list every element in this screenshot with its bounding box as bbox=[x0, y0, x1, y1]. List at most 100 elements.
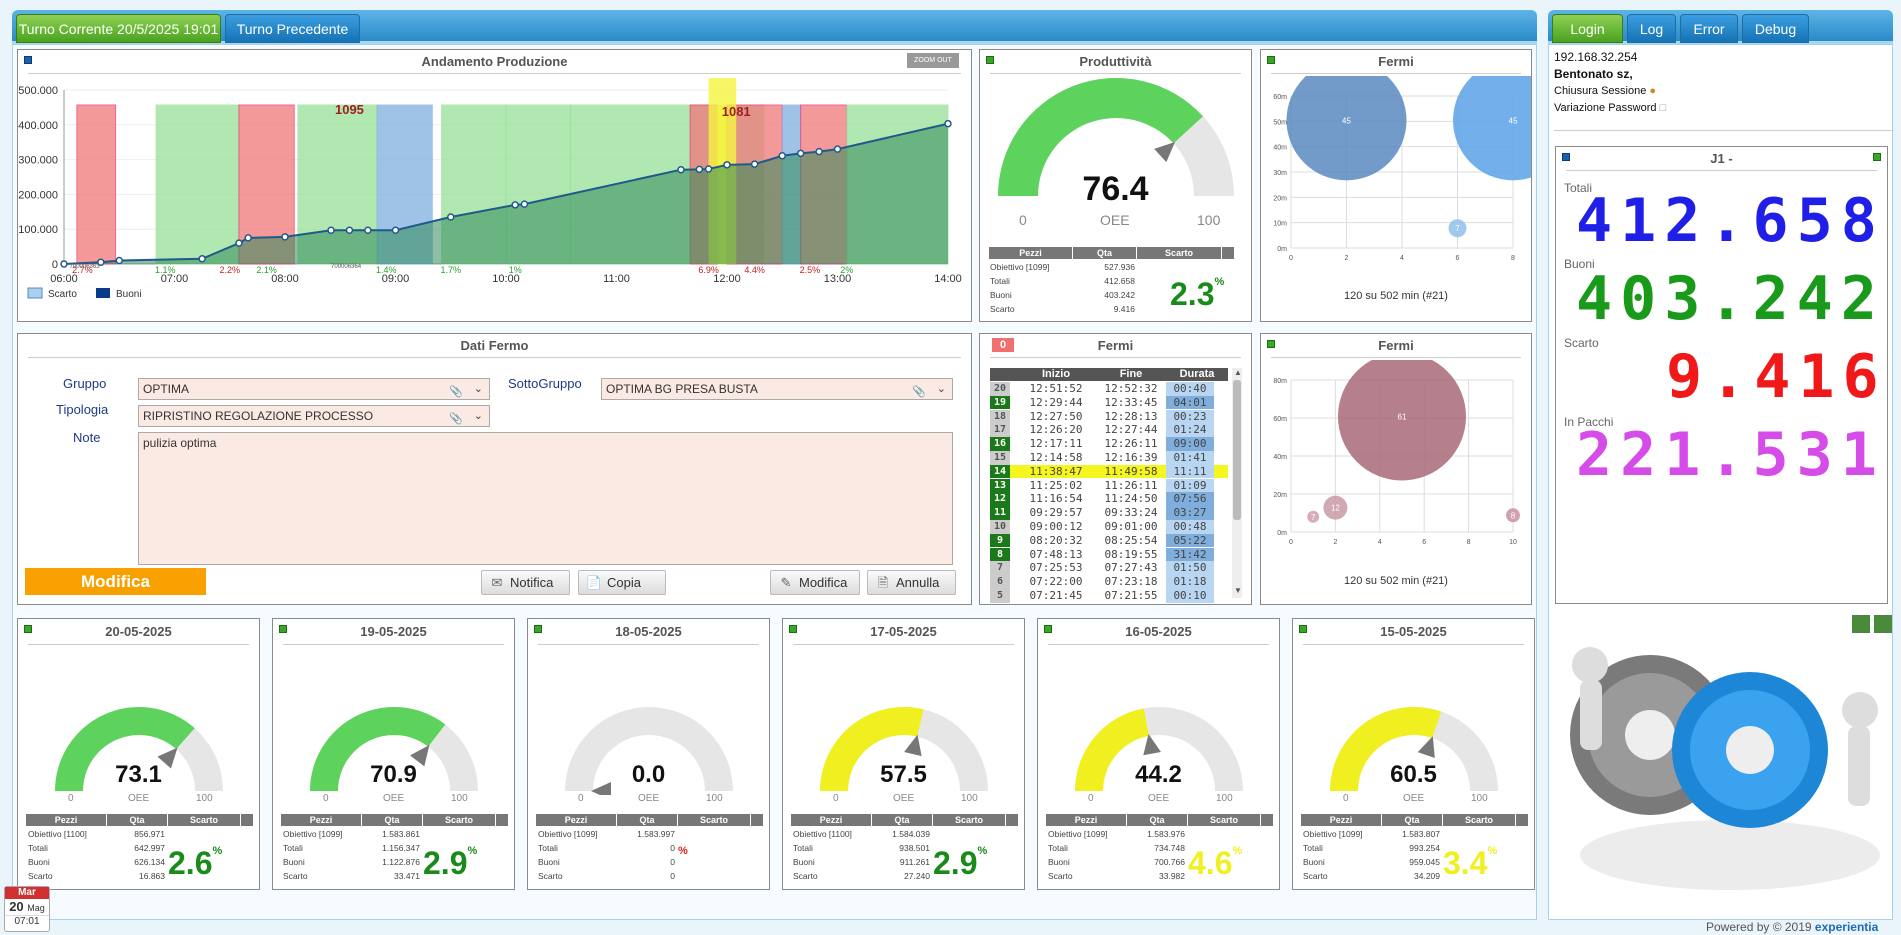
row-start: 12:51:52 bbox=[1029, 382, 1083, 395]
y-tick-label: 0m bbox=[1277, 246, 1287, 253]
tab-debug[interactable]: Debug bbox=[1742, 14, 1809, 43]
tab-login[interactable]: Login bbox=[1552, 14, 1623, 43]
tab-log[interactable]: Log bbox=[1627, 14, 1676, 43]
row-number: 5 bbox=[990, 589, 1010, 603]
row-label: Scarto bbox=[1048, 871, 1073, 881]
change-password-label: Variazione Password bbox=[1554, 102, 1657, 114]
dati-fermo-title: Dati Fermo bbox=[28, 336, 961, 358]
fermi-table-body: 20 12:51:52 12:52:32 00:40 19 12:29:44 12:33:4… bbox=[990, 382, 1228, 604]
table-row[interactable]: 5 07:21:45 07:21:55 00:10 bbox=[990, 589, 1228, 603]
row-start: 12:26:20 bbox=[1029, 423, 1083, 437]
y-tick-label: 40m bbox=[1273, 454, 1287, 461]
notifica-button[interactable]: ✉ Notifica bbox=[481, 570, 570, 595]
row-value: 34.209 bbox=[1414, 871, 1440, 881]
tab-turno-precedente[interactable]: Turno Precedente bbox=[225, 14, 360, 43]
gauge-min: 0 bbox=[68, 793, 74, 804]
row-start: 07:22:00 bbox=[1029, 575, 1083, 589]
y-tick-label: 100.000 bbox=[18, 224, 58, 236]
annulla-button[interactable]: 🗎 Annulla bbox=[867, 570, 956, 595]
daily-date: 16-05-2025 bbox=[1048, 621, 1269, 645]
x-tick-label: 4 bbox=[1378, 539, 1382, 546]
table-row[interactable]: 13 11:25:02 11:26:11 01:09 bbox=[990, 478, 1228, 493]
table-row[interactable]: 12 11:16:54 11:24:50 07:56 bbox=[990, 492, 1228, 506]
status-led bbox=[1267, 340, 1275, 348]
table-row[interactable]: 9 08:20:32 08:25:54 05:22 bbox=[990, 533, 1228, 548]
col-pezzi: Pezzi bbox=[281, 814, 361, 826]
stop-band bbox=[76, 104, 117, 265]
row-number: 7 bbox=[990, 561, 1010, 575]
copia-button[interactable]: 📄 Copia bbox=[578, 570, 666, 595]
gauge-min: 0 bbox=[1088, 793, 1094, 804]
table-row[interactable]: 10 09:00:12 09:01:00 00:48 bbox=[990, 520, 1228, 534]
gauge-fill bbox=[1075, 708, 1149, 791]
data-point bbox=[198, 255, 206, 263]
data-point bbox=[815, 147, 823, 156]
status-led bbox=[534, 625, 542, 633]
annotation-label: 1095 bbox=[335, 102, 364, 117]
table-row[interactable]: 15 12:14:58 12:16:39 01:41 bbox=[990, 451, 1228, 465]
row-duration: 01:41 bbox=[1166, 451, 1214, 465]
modifica-main-button[interactable]: Modifica bbox=[25, 568, 206, 595]
scrollbar-thumb[interactable] bbox=[1233, 380, 1241, 520]
gruppo-label: Gruppo bbox=[63, 376, 107, 391]
scroll-up-icon[interactable]: ▲ bbox=[1234, 368, 1242, 377]
y-tick-label: 500.000 bbox=[18, 85, 58, 97]
note-textarea[interactable]: pulizia optima bbox=[138, 432, 953, 565]
row-duration: 01:50 bbox=[1166, 561, 1214, 575]
tag-icon: 📎 bbox=[449, 413, 463, 425]
gauge-label: OEE bbox=[1100, 212, 1130, 228]
status-led bbox=[1873, 153, 1881, 161]
row-value: 0 bbox=[670, 843, 675, 853]
x-tick-label: 13:00 bbox=[824, 273, 852, 285]
zoom-out-button[interactable]: ZOOM OUT bbox=[907, 53, 959, 68]
legend-buoni-swatch bbox=[96, 288, 110, 298]
scrollbar[interactable]: ▲ ▼ bbox=[1232, 368, 1242, 598]
table-row[interactable]: 14 11:38:47 11:49:58 11:11 bbox=[990, 464, 1228, 479]
bubble-label: 2 bbox=[1428, 239, 1433, 248]
panel-toggle-1[interactable] bbox=[1852, 615, 1870, 633]
row-start: 12:29:44 bbox=[1029, 395, 1083, 409]
tab-turno-corrente[interactable]: Turno Corrente 20/5/2025 19:01 T2 bbox=[16, 14, 221, 65]
row-value: 734.748 bbox=[1154, 843, 1185, 853]
change-password-link[interactable]: Variazione Password □ bbox=[1554, 102, 1666, 114]
row-start: 11:25:02 bbox=[1029, 478, 1083, 492]
footer-credit: Powered by © 2019 experientia bbox=[1706, 920, 1878, 934]
row-end: 12:27:44 bbox=[1104, 423, 1158, 437]
footer-text: Powered by © 2019 bbox=[1706, 920, 1812, 934]
table-row[interactable]: 6 07:22:00 07:23:18 01:18 bbox=[990, 575, 1228, 589]
table-row[interactable]: 8 07:48:13 08:19:55 31:42 bbox=[990, 547, 1228, 562]
x-tick-label: 0 bbox=[1289, 539, 1293, 546]
fermi-table-panel: 0 Fermi Inizio Fine Durata 20 12:51:52 12:… bbox=[979, 333, 1252, 605]
row-label: Buoni bbox=[793, 857, 815, 867]
table-row[interactable]: 18 12:27:50 12:28:13 00:23 bbox=[990, 409, 1228, 424]
x-tick-label: 10:00 bbox=[492, 273, 520, 285]
tab-error[interactable]: Error bbox=[1680, 14, 1738, 43]
col-qta: Qta bbox=[1127, 814, 1187, 826]
scroll-down-icon[interactable]: ▼ bbox=[1234, 586, 1242, 595]
tipologia-select[interactable]: RIPRISTINO REGOLAZIONE PROCESSO 📎 ⌄ bbox=[138, 405, 490, 427]
table-row[interactable]: 16 12:17:11 12:26:11 09:00 bbox=[990, 437, 1228, 451]
row-start: 07:21:45 bbox=[1029, 589, 1083, 602]
row-label: Buoni bbox=[28, 857, 50, 867]
table-row[interactable]: 17 12:26:20 12:27:44 01:24 bbox=[990, 423, 1228, 437]
gauge-label: OEE bbox=[1403, 793, 1425, 804]
table-row[interactable]: 11 09:29:57 09:33:24 03:27 bbox=[990, 506, 1228, 520]
scrap-pct-label: 4.4% bbox=[744, 265, 765, 275]
chevron-down-icon: ⌄ bbox=[936, 383, 946, 395]
table-row[interactable]: 7 07:25:53 07:27:43 01:50 bbox=[990, 561, 1228, 575]
table-row[interactable]: 20 12:51:52 12:52:32 00:40 bbox=[990, 382, 1228, 396]
row-duration: 31:42 bbox=[1166, 547, 1214, 562]
bubble bbox=[1286, 76, 1407, 181]
x-tick-label: 12:00 bbox=[713, 273, 741, 285]
row-label: Totali bbox=[1048, 843, 1068, 853]
close-session-link[interactable]: Chiusura Sessione ● bbox=[1554, 85, 1656, 97]
y-tick-label: 40m bbox=[1273, 145, 1287, 152]
bubble bbox=[1448, 219, 1467, 238]
lock-icon: □ bbox=[1659, 102, 1667, 114]
panel-toggle-2[interactable] bbox=[1874, 615, 1892, 633]
table-row[interactable]: 19 12:29:44 12:33:45 04:01 bbox=[990, 395, 1228, 410]
row-label: Scarto bbox=[793, 871, 818, 881]
sottogruppo-select[interactable]: OPTIMA BG PRESA BUSTA 📎 ⌄ bbox=[601, 378, 953, 400]
gruppo-select[interactable]: OPTIMA 📎 ⌄ bbox=[138, 378, 490, 400]
modifica-button[interactable]: ✎ Modifica bbox=[770, 570, 860, 595]
